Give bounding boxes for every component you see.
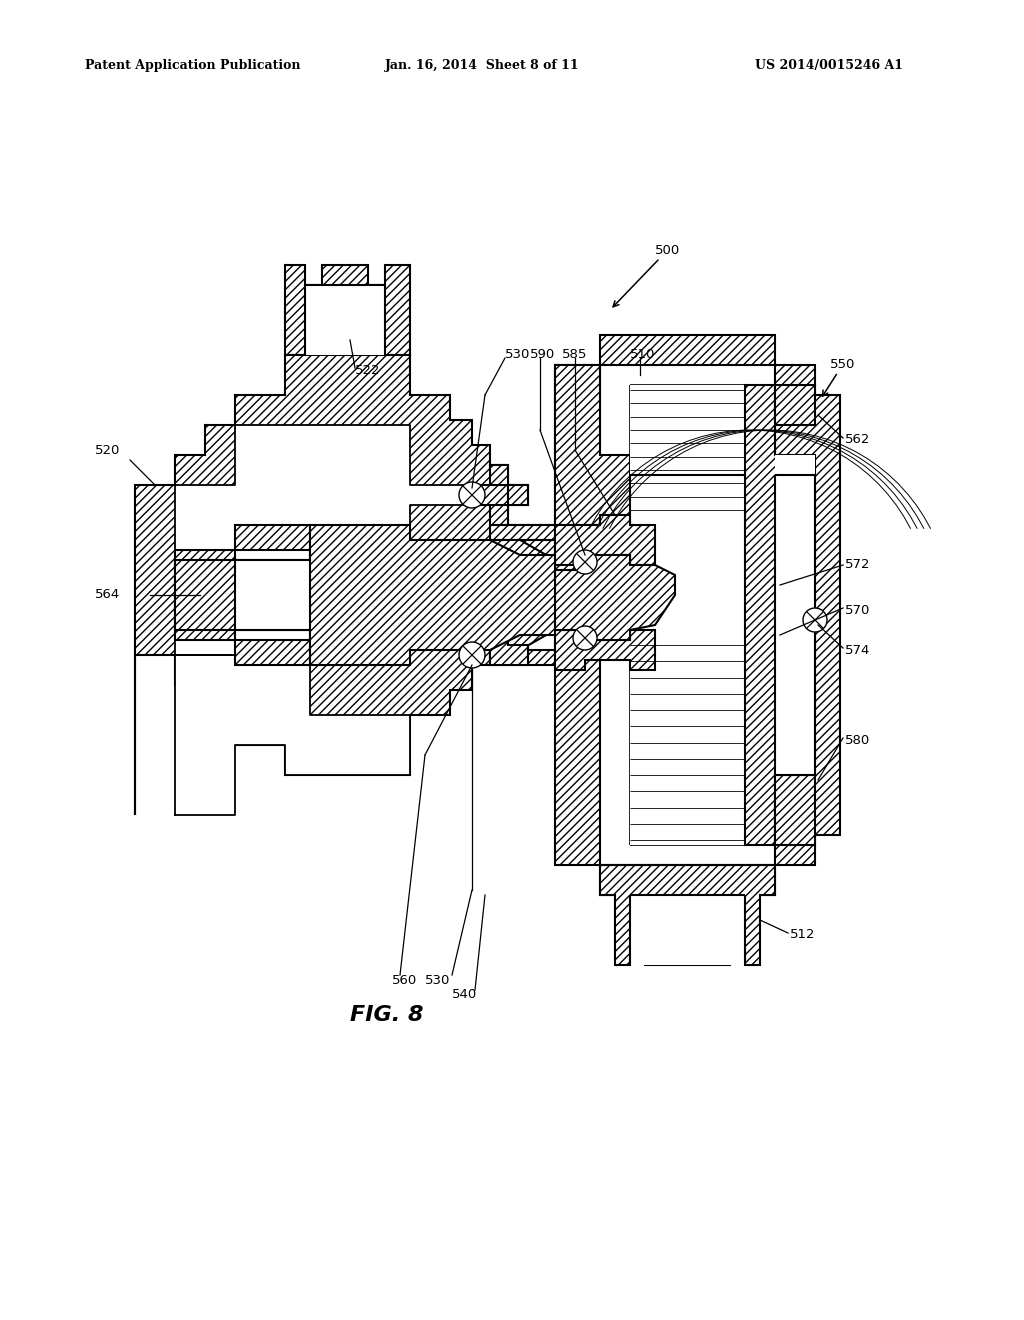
Polygon shape bbox=[600, 865, 775, 965]
Polygon shape bbox=[490, 624, 528, 665]
Text: 512: 512 bbox=[790, 928, 815, 941]
Circle shape bbox=[803, 609, 827, 632]
Text: 562: 562 bbox=[845, 433, 870, 446]
Polygon shape bbox=[490, 649, 555, 665]
Text: 510: 510 bbox=[630, 348, 655, 362]
Text: Patent Application Publication: Patent Application Publication bbox=[85, 58, 300, 71]
Polygon shape bbox=[555, 554, 675, 640]
Polygon shape bbox=[285, 265, 410, 355]
Polygon shape bbox=[234, 550, 310, 640]
Text: 520: 520 bbox=[95, 444, 121, 457]
Polygon shape bbox=[775, 775, 815, 845]
Text: 580: 580 bbox=[845, 734, 870, 747]
Text: 530: 530 bbox=[505, 348, 530, 362]
Text: 564: 564 bbox=[95, 589, 120, 602]
Circle shape bbox=[459, 482, 485, 508]
Text: 530: 530 bbox=[425, 974, 451, 986]
Polygon shape bbox=[555, 366, 775, 525]
Text: 550: 550 bbox=[830, 359, 855, 371]
Text: 572: 572 bbox=[845, 558, 870, 572]
Polygon shape bbox=[630, 475, 745, 525]
Polygon shape bbox=[472, 484, 508, 506]
Polygon shape bbox=[175, 525, 555, 665]
Polygon shape bbox=[775, 385, 815, 425]
Polygon shape bbox=[600, 366, 775, 865]
Polygon shape bbox=[555, 515, 655, 565]
Text: 570: 570 bbox=[845, 603, 870, 616]
Text: 590: 590 bbox=[530, 348, 555, 362]
Polygon shape bbox=[775, 455, 815, 475]
Text: Jan. 16, 2014  Sheet 8 of 11: Jan. 16, 2014 Sheet 8 of 11 bbox=[385, 58, 580, 71]
Polygon shape bbox=[305, 285, 385, 355]
Text: 522: 522 bbox=[355, 363, 381, 376]
Text: 540: 540 bbox=[452, 989, 477, 1002]
Circle shape bbox=[573, 550, 597, 574]
Text: FIG. 8: FIG. 8 bbox=[350, 1005, 424, 1026]
Polygon shape bbox=[775, 475, 815, 775]
Text: 574: 574 bbox=[845, 644, 870, 656]
Circle shape bbox=[573, 626, 597, 649]
Polygon shape bbox=[175, 425, 472, 655]
Polygon shape bbox=[745, 385, 815, 845]
Polygon shape bbox=[555, 630, 655, 671]
Polygon shape bbox=[490, 465, 528, 525]
Text: US 2014/0015246 A1: US 2014/0015246 A1 bbox=[755, 58, 903, 71]
Polygon shape bbox=[555, 335, 840, 895]
Text: 560: 560 bbox=[392, 974, 417, 986]
Text: 500: 500 bbox=[655, 243, 680, 256]
Polygon shape bbox=[630, 385, 745, 515]
Text: 585: 585 bbox=[562, 348, 588, 362]
Polygon shape bbox=[175, 655, 410, 814]
Polygon shape bbox=[234, 560, 310, 630]
Circle shape bbox=[459, 642, 485, 668]
Polygon shape bbox=[175, 525, 555, 665]
Polygon shape bbox=[630, 895, 745, 965]
Polygon shape bbox=[630, 640, 745, 845]
Polygon shape bbox=[135, 355, 565, 814]
Polygon shape bbox=[490, 525, 555, 540]
